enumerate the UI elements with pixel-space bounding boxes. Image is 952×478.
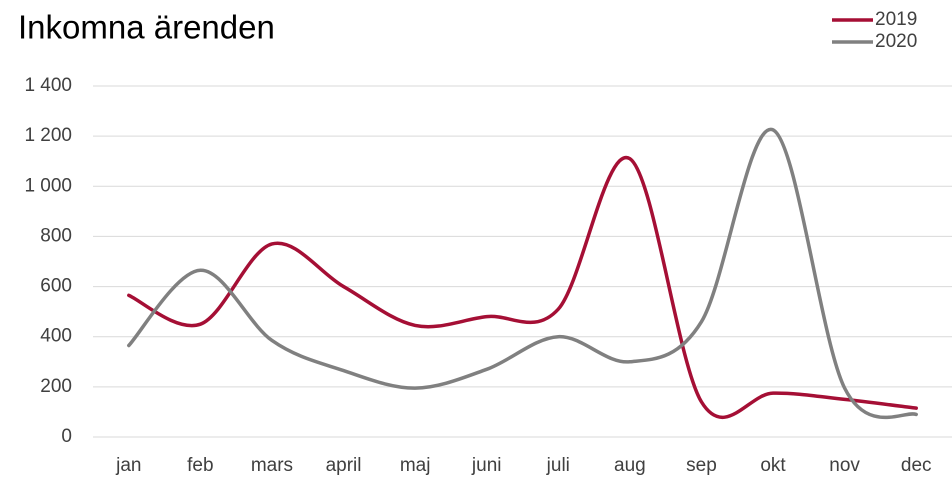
x-tick-label: juli: [546, 455, 570, 476]
x-tick-label: jan: [115, 455, 141, 476]
y-tick-label: 1 000: [24, 175, 72, 196]
y-tick-label: 200: [40, 376, 72, 397]
x-tick-label: okt: [760, 455, 786, 476]
y-tick-label: 600: [40, 276, 72, 297]
legend-label: 2019: [875, 9, 917, 30]
x-tick-label: maj: [400, 455, 431, 476]
x-tick-label: sep: [686, 455, 717, 476]
x-tick-label: feb: [187, 455, 213, 476]
series-line: [127, 128, 918, 420]
x-tick-label: nov: [829, 455, 860, 476]
x-tick-label: aug: [614, 455, 646, 476]
series-line: [127, 155, 918, 419]
legend-label: 2020: [875, 31, 917, 52]
y-tick-label: 1 400: [24, 75, 72, 96]
y-tick-label: 400: [40, 326, 72, 347]
chart-title: Inkomna ärenden: [18, 9, 275, 46]
y-tick-label: 1 200: [24, 125, 72, 146]
x-tick-label: juni: [471, 455, 502, 476]
y-tick-label: 0: [61, 426, 72, 447]
x-tick-label: april: [326, 455, 362, 476]
y-tick-label: 800: [40, 225, 72, 246]
x-tick-label: dec: [901, 455, 932, 476]
x-tick-label: mars: [251, 455, 293, 476]
